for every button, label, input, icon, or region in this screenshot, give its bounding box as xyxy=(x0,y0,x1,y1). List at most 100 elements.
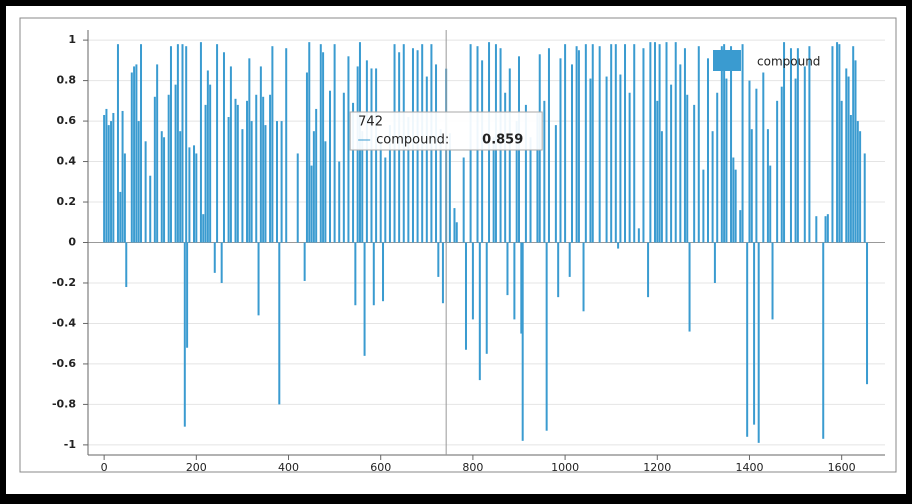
bar xyxy=(285,48,288,243)
bar xyxy=(333,44,336,243)
bar xyxy=(688,242,691,332)
bar xyxy=(388,125,391,243)
bar xyxy=(575,46,578,243)
bar xyxy=(354,242,357,306)
bar xyxy=(619,74,622,243)
legend-label: compound xyxy=(757,55,820,69)
bar xyxy=(739,210,742,243)
bar xyxy=(617,242,620,249)
bar xyxy=(481,60,484,243)
bar xyxy=(255,94,258,243)
bar xyxy=(338,161,341,243)
bar xyxy=(840,100,843,243)
bar xyxy=(826,214,829,243)
bar xyxy=(683,48,686,243)
bar xyxy=(382,242,385,302)
y-tick-label: -0.2 xyxy=(52,276,76,289)
bar xyxy=(732,157,735,243)
bar xyxy=(130,72,133,243)
bar xyxy=(697,46,700,243)
bar xyxy=(584,44,587,243)
bar xyxy=(149,175,152,243)
bar xyxy=(730,46,733,243)
bar xyxy=(624,44,627,243)
bar xyxy=(123,153,126,243)
bar xyxy=(262,96,265,243)
bar xyxy=(234,98,237,243)
bar xyxy=(163,137,166,243)
bar xyxy=(315,108,318,243)
bar xyxy=(776,100,779,243)
bar xyxy=(647,242,650,298)
bar xyxy=(557,242,560,298)
bar xyxy=(220,242,223,283)
bar xyxy=(693,104,696,243)
bar xyxy=(202,214,205,243)
bar xyxy=(674,42,677,243)
bar xyxy=(582,242,585,312)
bar xyxy=(140,44,143,243)
bar xyxy=(478,242,481,381)
bar xyxy=(160,131,163,243)
bar xyxy=(370,68,373,243)
bar xyxy=(529,137,532,243)
bar xyxy=(227,117,230,243)
bar xyxy=(174,84,177,243)
bar xyxy=(849,115,852,243)
bar xyxy=(133,66,136,243)
bar xyxy=(614,44,617,243)
bar xyxy=(591,44,594,243)
bar xyxy=(105,108,108,243)
bar xyxy=(656,100,659,243)
bar xyxy=(308,42,311,243)
bar xyxy=(379,141,382,243)
bar xyxy=(706,58,709,243)
bar xyxy=(125,242,128,288)
x-tick-label: 600 xyxy=(370,461,391,474)
bar xyxy=(361,131,364,243)
bar xyxy=(464,242,467,350)
y-tick-label: 0.8 xyxy=(57,74,77,87)
x-tick-label: 400 xyxy=(278,461,299,474)
bar xyxy=(248,58,251,243)
bar xyxy=(324,141,327,243)
bar xyxy=(746,242,749,437)
bar xyxy=(193,145,196,243)
bar xyxy=(137,121,140,243)
bar xyxy=(209,84,212,243)
bar xyxy=(342,92,345,243)
bar xyxy=(310,165,313,243)
bar xyxy=(547,48,550,243)
bar xyxy=(322,52,325,243)
bar xyxy=(229,66,232,243)
bar xyxy=(435,64,438,243)
bar xyxy=(462,157,465,243)
bar xyxy=(119,191,122,243)
bar xyxy=(720,46,723,243)
bar xyxy=(504,92,507,243)
bar xyxy=(103,115,106,243)
bar xyxy=(808,46,811,243)
bar xyxy=(670,84,673,243)
bar xyxy=(854,60,857,243)
bar xyxy=(831,46,834,243)
bar xyxy=(725,78,728,243)
bar xyxy=(762,72,765,243)
bar xyxy=(536,112,539,243)
bar xyxy=(112,112,115,243)
bar xyxy=(453,208,456,243)
bar xyxy=(824,216,827,243)
bar xyxy=(275,121,278,243)
bar xyxy=(545,242,548,431)
bar xyxy=(269,94,272,243)
x-tick-label: 800 xyxy=(462,461,483,474)
bar xyxy=(303,242,306,281)
y-tick-label: 0.2 xyxy=(57,195,77,208)
y-tick-label: 0 xyxy=(68,236,76,249)
bar xyxy=(780,86,783,243)
panel-border xyxy=(19,17,897,473)
x-tick-label: 1400 xyxy=(735,461,763,474)
bar xyxy=(577,50,580,243)
bar xyxy=(815,216,818,243)
tooltip-box xyxy=(349,111,543,151)
